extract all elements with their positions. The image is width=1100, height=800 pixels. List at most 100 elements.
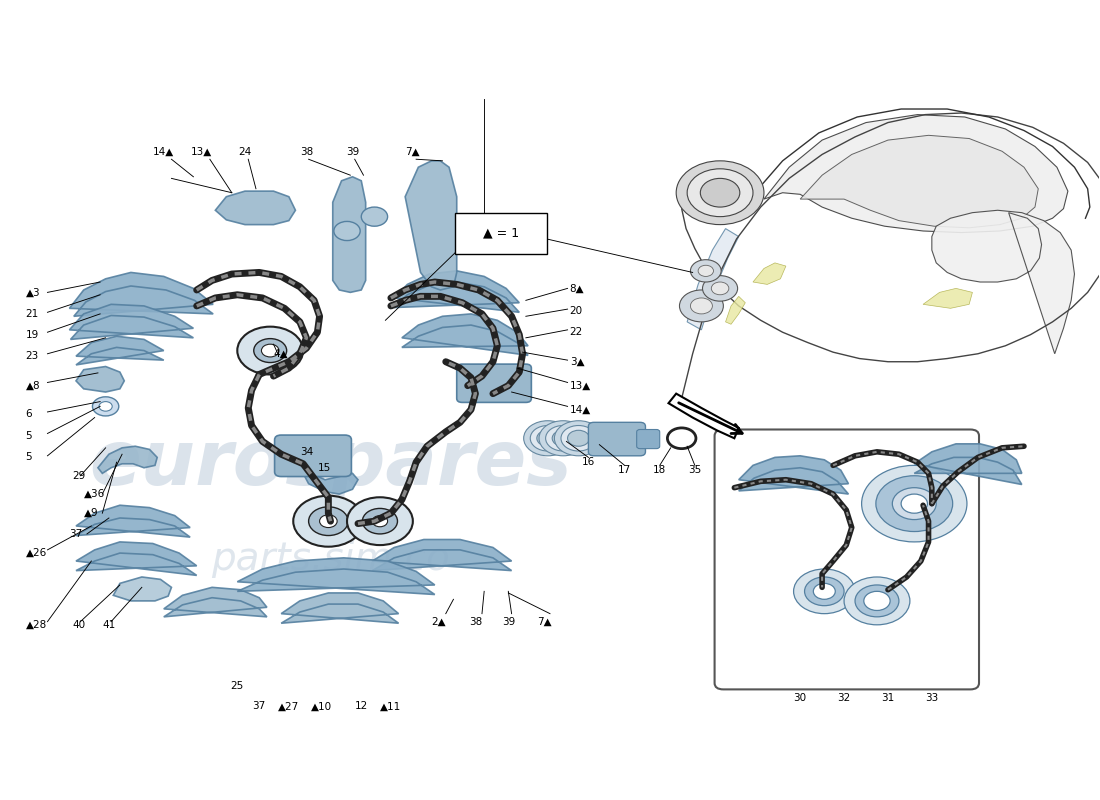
Polygon shape <box>332 177 365 292</box>
Circle shape <box>537 430 559 446</box>
Text: 31: 31 <box>881 694 894 703</box>
Text: eurospares: eurospares <box>89 426 572 501</box>
Circle shape <box>294 496 363 546</box>
Circle shape <box>813 583 835 599</box>
Circle shape <box>876 476 953 531</box>
Circle shape <box>901 494 927 514</box>
Polygon shape <box>76 366 124 392</box>
Circle shape <box>701 178 740 207</box>
Polygon shape <box>914 444 1022 485</box>
Text: 21: 21 <box>25 309 39 319</box>
Text: ▲11: ▲11 <box>381 702 402 711</box>
Text: 16: 16 <box>582 458 595 467</box>
Circle shape <box>568 430 590 446</box>
Text: 34: 34 <box>300 447 313 457</box>
Polygon shape <box>372 539 512 570</box>
Text: 20: 20 <box>570 306 583 316</box>
Polygon shape <box>402 314 528 355</box>
Circle shape <box>703 276 738 301</box>
Circle shape <box>238 326 304 374</box>
Text: 5: 5 <box>25 452 32 462</box>
Text: 18: 18 <box>653 466 667 475</box>
Text: 6: 6 <box>25 410 32 419</box>
Circle shape <box>552 430 574 446</box>
Text: ▲3: ▲3 <box>25 287 41 298</box>
Circle shape <box>524 421 572 456</box>
Text: 35: 35 <box>689 466 702 475</box>
Text: 4▲: 4▲ <box>274 349 288 358</box>
Circle shape <box>346 498 412 545</box>
Polygon shape <box>304 474 358 494</box>
Text: parts.sim.co: parts.sim.co <box>211 541 450 578</box>
Text: ▲27: ▲27 <box>278 702 299 711</box>
Circle shape <box>676 161 764 225</box>
Circle shape <box>309 507 348 535</box>
Circle shape <box>320 515 337 527</box>
Polygon shape <box>69 304 194 339</box>
Text: 38: 38 <box>469 617 482 627</box>
Text: ▲28: ▲28 <box>25 620 47 630</box>
Circle shape <box>530 426 565 451</box>
Circle shape <box>92 397 119 416</box>
Polygon shape <box>282 593 398 623</box>
Text: 40: 40 <box>73 620 86 630</box>
Text: 37: 37 <box>69 529 82 539</box>
Circle shape <box>361 207 387 226</box>
Text: 15: 15 <box>318 462 331 473</box>
Circle shape <box>561 426 596 451</box>
Polygon shape <box>216 191 296 225</box>
Text: 33: 33 <box>925 694 938 703</box>
Polygon shape <box>69 273 213 316</box>
Text: ▲ = 1: ▲ = 1 <box>483 227 519 240</box>
FancyBboxPatch shape <box>588 422 646 456</box>
Polygon shape <box>688 229 739 330</box>
Circle shape <box>262 344 279 357</box>
Polygon shape <box>113 577 172 601</box>
FancyBboxPatch shape <box>637 430 660 449</box>
Text: 19: 19 <box>25 330 39 340</box>
Text: 32: 32 <box>837 694 850 703</box>
Polygon shape <box>76 506 190 537</box>
Polygon shape <box>76 336 164 365</box>
Circle shape <box>546 426 581 451</box>
Circle shape <box>554 421 603 456</box>
Circle shape <box>804 577 844 606</box>
Text: 39: 39 <box>345 147 359 157</box>
Text: ▲10: ▲10 <box>311 702 332 711</box>
Polygon shape <box>405 161 456 290</box>
Text: 39: 39 <box>502 617 515 627</box>
Circle shape <box>99 402 112 411</box>
Circle shape <box>691 298 713 314</box>
Text: 23: 23 <box>25 351 39 361</box>
Text: 7▲: 7▲ <box>406 147 420 157</box>
Text: 17: 17 <box>618 466 631 475</box>
Text: 13▲: 13▲ <box>190 147 211 157</box>
Circle shape <box>688 169 754 217</box>
Text: 24: 24 <box>239 147 252 157</box>
Polygon shape <box>726 296 746 324</box>
Text: 7▲: 7▲ <box>537 617 552 627</box>
Polygon shape <box>164 587 267 617</box>
Text: 13▲: 13▲ <box>570 381 591 390</box>
Circle shape <box>333 222 360 241</box>
Text: 2▲: 2▲ <box>431 617 446 627</box>
Text: 38: 38 <box>300 147 313 157</box>
Circle shape <box>712 282 729 294</box>
Text: 14▲: 14▲ <box>570 405 591 414</box>
FancyBboxPatch shape <box>456 364 531 402</box>
Text: ▲9: ▲9 <box>84 508 98 518</box>
Polygon shape <box>764 114 1068 233</box>
Polygon shape <box>669 394 739 438</box>
Text: 25: 25 <box>231 681 244 690</box>
Circle shape <box>254 338 287 362</box>
Polygon shape <box>800 135 1038 228</box>
Text: 5: 5 <box>25 431 32 441</box>
Text: 8▲: 8▲ <box>570 283 584 294</box>
Text: 30: 30 <box>793 694 806 703</box>
Text: 41: 41 <box>102 620 116 630</box>
Circle shape <box>680 290 724 322</box>
Text: ▲8: ▲8 <box>25 381 41 390</box>
Polygon shape <box>932 210 1075 354</box>
FancyBboxPatch shape <box>454 213 547 254</box>
Text: 3▲: 3▲ <box>570 357 584 366</box>
